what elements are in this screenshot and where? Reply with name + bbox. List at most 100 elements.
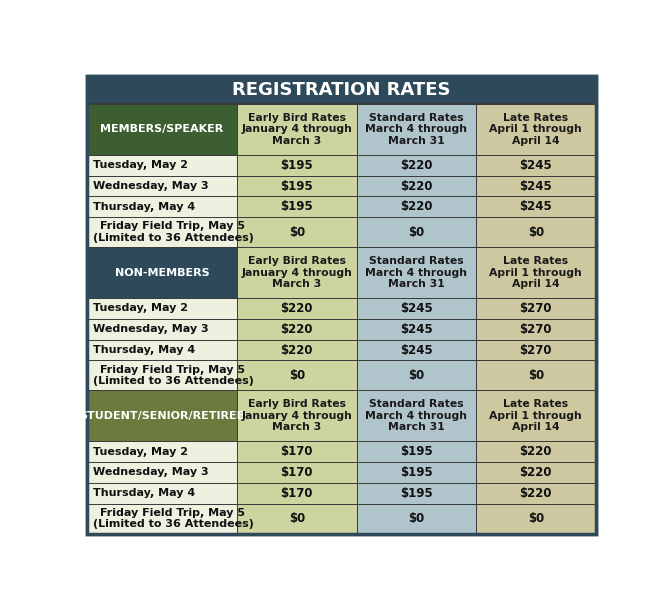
Text: Friday Field Trip, May 5
(Limited to 36 Attendees): Friday Field Trip, May 5 (Limited to 36 …: [93, 222, 254, 243]
Text: Wednesday, May 3: Wednesday, May 3: [93, 467, 208, 478]
Bar: [356, 339, 476, 361]
Bar: [237, 247, 356, 298]
Bar: [237, 217, 356, 247]
Text: $0: $0: [289, 369, 305, 382]
Text: Wednesday, May 3: Wednesday, May 3: [93, 324, 208, 334]
Text: Thursday, May 4: Thursday, May 4: [93, 488, 194, 498]
Bar: [356, 462, 476, 483]
Bar: [237, 462, 356, 483]
Bar: [476, 155, 595, 176]
Bar: [87, 104, 237, 155]
Text: $220: $220: [280, 302, 313, 315]
Text: Early Bird Rates
January 4 through
March 3: Early Bird Rates January 4 through March…: [241, 399, 352, 432]
Text: Early Bird Rates
January 4 through
March 3: Early Bird Rates January 4 through March…: [241, 256, 352, 289]
Bar: [476, 391, 595, 442]
Text: $220: $220: [400, 179, 432, 193]
Bar: [87, 298, 237, 319]
Bar: [476, 247, 595, 298]
Bar: [237, 196, 356, 217]
Text: $0: $0: [527, 369, 544, 382]
Bar: [87, 76, 595, 104]
Bar: [476, 442, 595, 462]
Text: $245: $245: [400, 323, 433, 336]
Bar: [87, 176, 237, 196]
Text: Tuesday, May 2: Tuesday, May 2: [93, 447, 188, 457]
Text: $195: $195: [400, 487, 433, 500]
Bar: [237, 442, 356, 462]
Text: Tuesday, May 2: Tuesday, May 2: [93, 303, 188, 313]
Text: $170: $170: [280, 487, 313, 500]
Text: $270: $270: [519, 302, 552, 315]
Bar: [356, 483, 476, 504]
Text: $245: $245: [400, 344, 433, 356]
Bar: [476, 462, 595, 483]
Bar: [87, 339, 237, 361]
Bar: [87, 391, 237, 442]
Bar: [356, 247, 476, 298]
Bar: [237, 104, 356, 155]
Text: $195: $195: [280, 201, 313, 213]
Text: $220: $220: [519, 445, 552, 458]
Bar: [476, 319, 595, 339]
Text: $270: $270: [519, 323, 552, 336]
Bar: [87, 217, 237, 247]
Bar: [87, 361, 237, 391]
Bar: [356, 442, 476, 462]
Text: Wednesday, May 3: Wednesday, May 3: [93, 181, 208, 191]
Text: $0: $0: [527, 226, 544, 239]
Bar: [87, 155, 237, 176]
Bar: [87, 442, 237, 462]
Text: Thursday, May 4: Thursday, May 4: [93, 345, 194, 355]
Text: $195: $195: [280, 159, 313, 172]
Bar: [356, 196, 476, 217]
Text: $0: $0: [408, 369, 424, 382]
Bar: [356, 504, 476, 534]
Text: $195: $195: [280, 179, 313, 193]
Text: $170: $170: [280, 445, 313, 458]
Bar: [356, 361, 476, 391]
Text: Friday Field Trip, May 5
(Limited to 36 Attendees): Friday Field Trip, May 5 (Limited to 36 …: [93, 365, 254, 387]
Bar: [237, 339, 356, 361]
Text: Thursday, May 4: Thursday, May 4: [93, 202, 194, 212]
Text: STUDENT/SENIOR/RETIREE: STUDENT/SENIOR/RETIREE: [79, 411, 244, 421]
Bar: [356, 176, 476, 196]
Bar: [476, 196, 595, 217]
Text: Standard Rates
March 4 through
March 31: Standard Rates March 4 through March 31: [366, 113, 468, 146]
Bar: [87, 504, 237, 534]
Text: $245: $245: [400, 302, 433, 315]
Text: Late Rates
April 1 through
April 14: Late Rates April 1 through April 14: [490, 256, 582, 289]
Bar: [476, 104, 595, 155]
Text: Tuesday, May 2: Tuesday, May 2: [93, 160, 188, 170]
Text: $0: $0: [408, 226, 424, 239]
Text: $195: $195: [400, 445, 433, 458]
Text: $245: $245: [519, 179, 552, 193]
Bar: [87, 462, 237, 483]
Text: Friday Field Trip, May 5
(Limited to 36 Attendees): Friday Field Trip, May 5 (Limited to 36 …: [93, 508, 254, 530]
Text: $0: $0: [408, 512, 424, 525]
Bar: [356, 155, 476, 176]
Bar: [476, 483, 595, 504]
Bar: [237, 176, 356, 196]
Text: $0: $0: [527, 512, 544, 525]
Bar: [356, 104, 476, 155]
Bar: [476, 176, 595, 196]
Text: $0: $0: [289, 512, 305, 525]
Bar: [87, 319, 237, 339]
Bar: [237, 319, 356, 339]
Bar: [237, 483, 356, 504]
Text: Standard Rates
March 4 through
March 31: Standard Rates March 4 through March 31: [366, 399, 468, 432]
Bar: [476, 298, 595, 319]
Text: $220: $220: [280, 344, 313, 356]
Text: $220: $220: [400, 201, 432, 213]
Text: $220: $220: [400, 159, 432, 172]
Text: Early Bird Rates
January 4 through
March 3: Early Bird Rates January 4 through March…: [241, 113, 352, 146]
Bar: [237, 504, 356, 534]
Text: Standard Rates
March 4 through
March 31: Standard Rates March 4 through March 31: [366, 256, 468, 289]
Bar: [356, 319, 476, 339]
Text: $220: $220: [519, 466, 552, 479]
Bar: [87, 247, 237, 298]
Text: $220: $220: [280, 323, 313, 336]
Text: $170: $170: [280, 466, 313, 479]
Bar: [87, 196, 237, 217]
Bar: [476, 339, 595, 361]
